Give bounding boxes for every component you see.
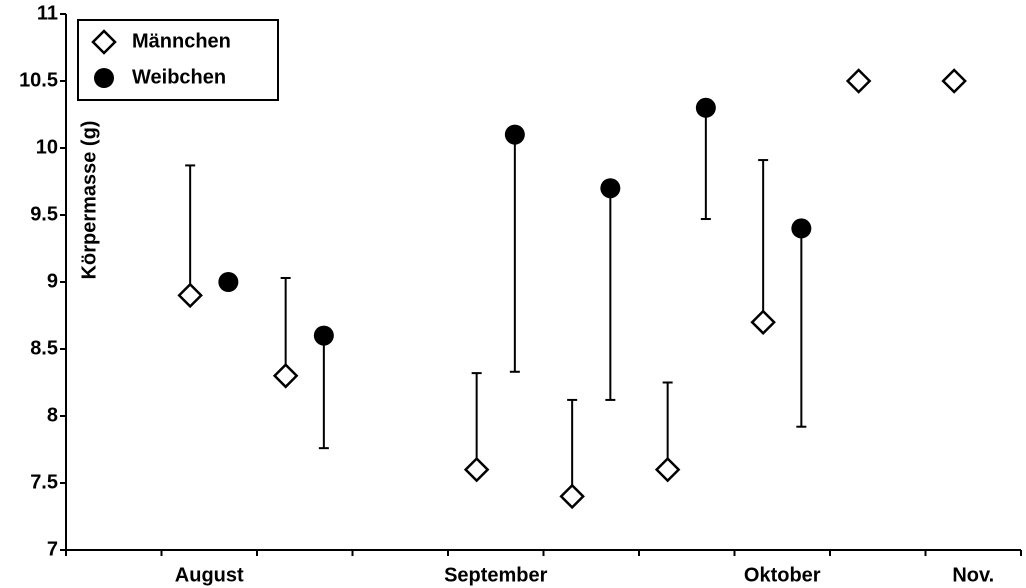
y-tick-label: 9.5 [30, 203, 58, 225]
x-tick-label: Nov. [952, 564, 994, 586]
y-tick-label: 8.5 [30, 337, 58, 359]
legend-marker [91, 29, 117, 55]
circle-marker [218, 272, 239, 292]
diamond-marker [845, 68, 872, 94]
diamond-marker [177, 282, 203, 309]
diamond-marker [654, 456, 681, 483]
x-tick-label: August [175, 564, 244, 586]
diamond-marker [750, 309, 776, 335]
circle-marker [600, 178, 621, 199]
x-tick-label: September [444, 564, 548, 586]
y-tick-label: 9 [47, 270, 58, 292]
x-tick-label: Oktober [744, 564, 821, 586]
circle-marker [695, 97, 716, 118]
circle-marker [504, 124, 525, 145]
diamond-marker [941, 68, 967, 94]
legend-label: Weibchen [132, 66, 226, 88]
circle-marker [313, 325, 334, 346]
circle-marker [791, 218, 812, 239]
diamond-marker [272, 363, 299, 389]
legend-marker [94, 68, 114, 88]
legend-box [77, 19, 279, 101]
y-tick-label: 8 [47, 404, 58, 426]
y-tick-label: 10.5 [19, 69, 58, 91]
y-tick-label: 7 [47, 538, 58, 560]
y-tick-label: 7.5 [30, 471, 58, 493]
y-tick-label: 11 [37, 2, 58, 24]
legend-label: Männchen [132, 30, 231, 52]
y-tick-label: 10 [36, 136, 58, 158]
diamond-marker [463, 456, 490, 483]
diamond-marker [559, 483, 585, 510]
y-axis-label: Körpermasse (g) [78, 121, 100, 280]
